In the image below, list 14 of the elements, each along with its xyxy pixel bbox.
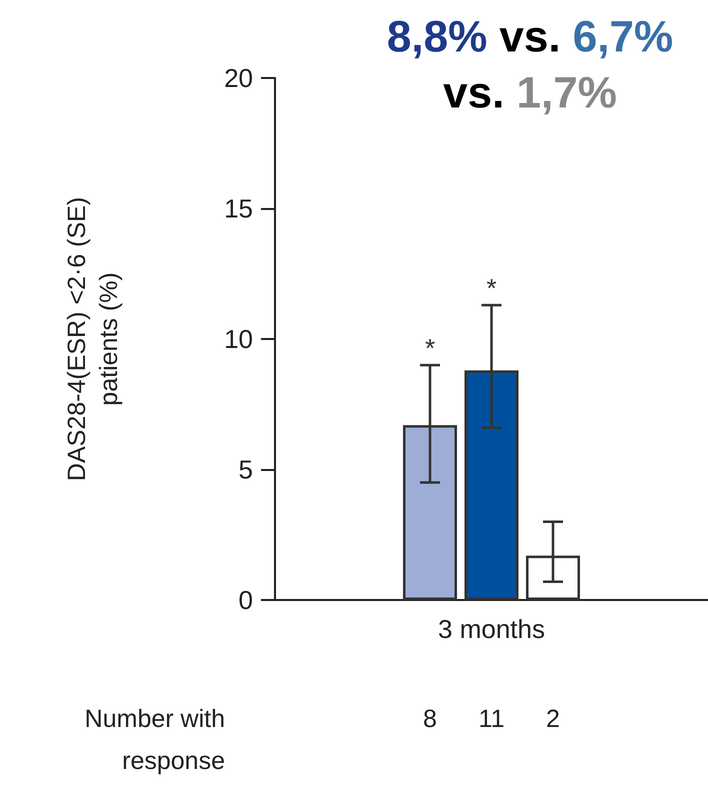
y-tick-label: 10 (224, 324, 253, 354)
x-tick-label: 3 months (438, 614, 545, 644)
text: 2 (546, 705, 560, 733)
annotation: * (424, 333, 436, 364)
text: Number with response (84, 705, 225, 775)
y-tick-label: 0 (238, 585, 253, 615)
y-tick-label: 15 (224, 194, 253, 224)
y-tick-label: 20 (224, 63, 253, 93)
annotation: * (486, 273, 497, 304)
text: 11 (478, 705, 504, 733)
chart-title: 8,8% vs. 6,7% vs. 1,7% (386, 12, 674, 118)
y-axis-title: DAS28-4(ESR) <2·6 (SE) patients (%) (63, 196, 123, 482)
text: 8 (423, 705, 437, 733)
y-tick-label: 5 (238, 454, 253, 484)
